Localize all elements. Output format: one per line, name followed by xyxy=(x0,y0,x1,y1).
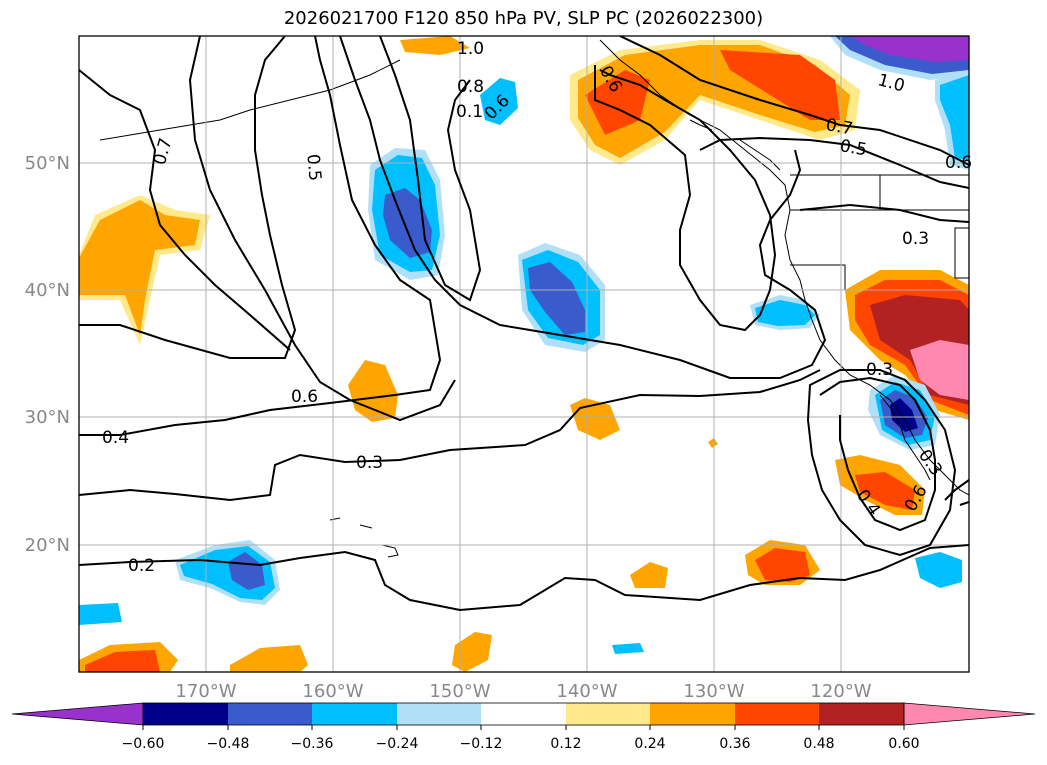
colorbar-tick-label: 0.36 xyxy=(719,736,750,752)
colorbar-segment xyxy=(143,703,228,725)
colorbar-tick-label: −0.60 xyxy=(122,736,165,752)
colorbar-tick-label: 0.12 xyxy=(550,736,581,752)
longitude-ticks: 170°W 160°W 150°W 140°W 130°W 120°W xyxy=(175,681,871,702)
contour-label: 0.3 xyxy=(902,229,929,249)
colorbar-tick-label: −0.48 xyxy=(207,736,250,752)
contour-label: 0.8 xyxy=(457,77,484,97)
lat-tick: 20°N xyxy=(25,535,70,556)
lon-tick: 140°W xyxy=(556,681,617,702)
lat-tick: 50°N xyxy=(25,153,70,174)
colorbar-extend-min xyxy=(11,702,144,726)
colorbar-tick-label: −0.36 xyxy=(291,736,334,752)
lat-tick: 40°N xyxy=(25,280,70,301)
colorbar-tick-label: 0.48 xyxy=(803,736,834,752)
contour-label: 0.1 xyxy=(456,102,483,122)
colorbar: −0.60 −0.48 −0.36 −0.24 −0.12 0.12 0.24 … xyxy=(11,702,1036,752)
contour-label: 0.4 xyxy=(102,428,129,448)
colorbar-segment xyxy=(566,703,650,725)
contour-label: 0.3 xyxy=(356,453,383,473)
lon-tick: 130°W xyxy=(683,681,744,702)
colorbar-segment xyxy=(228,703,312,725)
contour-label: 0.3 xyxy=(866,360,893,380)
colorbar-segment xyxy=(650,703,735,725)
lon-tick: 150°W xyxy=(429,681,490,702)
contour-label: 1.0 xyxy=(457,39,484,59)
lon-tick: 120°W xyxy=(810,681,871,702)
colorbar-tick-label: −0.24 xyxy=(376,736,419,752)
slp-contours xyxy=(79,36,969,612)
colorbar-tick-label: 0.24 xyxy=(634,736,665,752)
contour-label: 0.6 xyxy=(945,153,972,173)
colorbar-segment xyxy=(397,703,481,725)
graticule xyxy=(79,36,969,672)
colorbar-frame xyxy=(142,702,905,726)
lon-tick: 170°W xyxy=(175,681,236,702)
contour-label: 0.5 xyxy=(302,153,324,182)
colorbar-segment xyxy=(735,703,819,725)
map-frame xyxy=(78,35,970,673)
colorbar-segment xyxy=(481,703,566,725)
colorbar-tick-label: −0.12 xyxy=(460,736,503,752)
lat-tick: 30°N xyxy=(25,407,70,428)
latitude-ticks: 50°N 40°N 30°N 20°N xyxy=(25,153,70,556)
colorbar-extend-max xyxy=(903,702,1036,726)
lon-tick: 160°W xyxy=(302,681,363,702)
contour-label: 0.5 xyxy=(838,136,868,160)
colorbar-tick-label: 0.60 xyxy=(888,736,919,752)
contour-label: 0.7 xyxy=(824,115,854,139)
map-title: 2026021700 F120 850 hPa PV, SLP PC (2026… xyxy=(283,8,764,29)
colorbar-ticks xyxy=(142,725,905,730)
colorbar-segment xyxy=(819,703,904,725)
contour-label: 0.2 xyxy=(128,556,155,576)
colorbar-segment xyxy=(312,703,397,725)
contour-label: 0.6 xyxy=(291,387,318,407)
